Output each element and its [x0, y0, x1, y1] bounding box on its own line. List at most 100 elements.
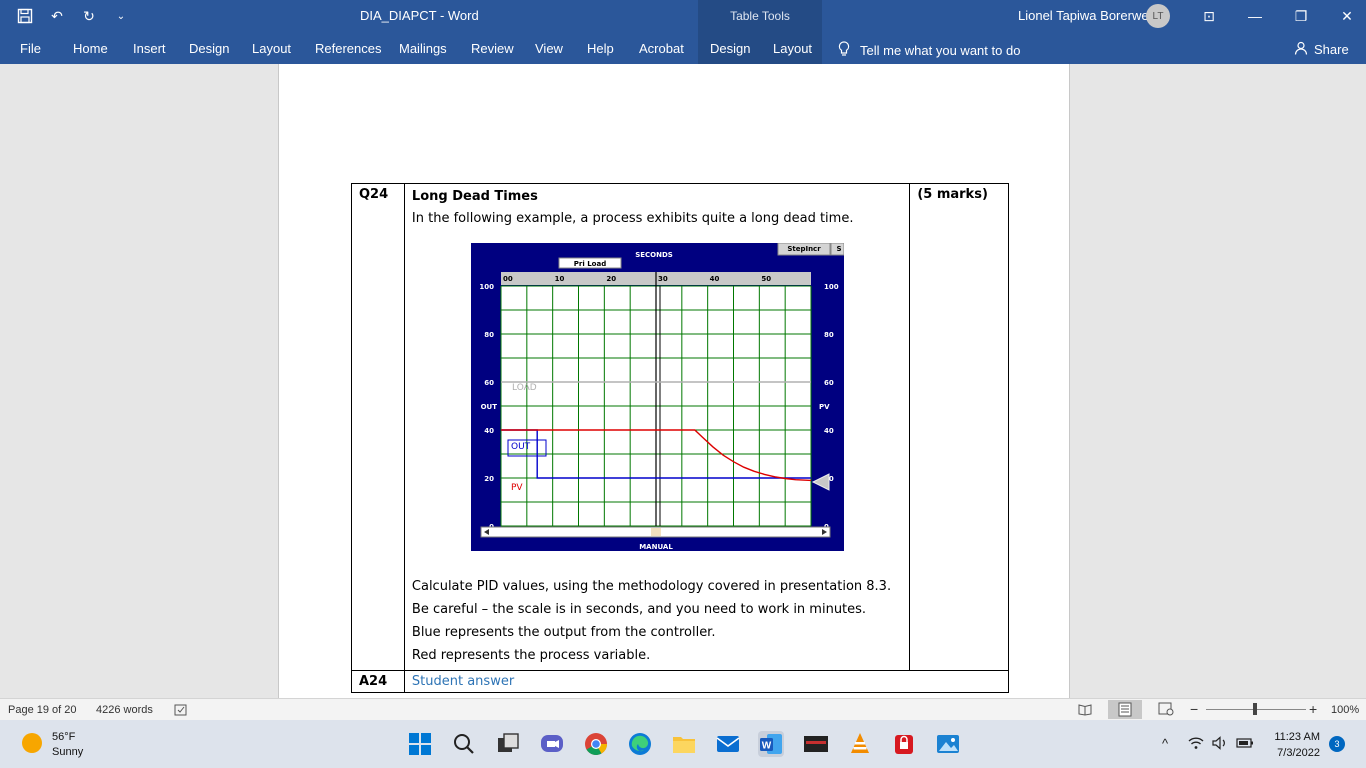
question-line-1: Calculate PID values, using the methodol… — [411, 579, 892, 594]
proofing-icon[interactable] — [174, 704, 188, 719]
task-view-icon[interactable] — [495, 731, 521, 757]
series-label-out: OUT — [511, 442, 531, 452]
step-incr-button — [777, 243, 831, 256]
zoom-out-icon[interactable]: − — [1190, 701, 1199, 717]
sun-icon[interactable] — [22, 733, 42, 753]
title-bar: ↶ ↻ ⌄ DIA_DIAPCT - Word Table Tools Lion… — [0, 0, 1366, 32]
question-marks: (5 marks) — [909, 183, 1009, 671]
minimize-icon[interactable]: — — [1248, 8, 1262, 24]
chrome-icon[interactable] — [583, 731, 609, 757]
redo-icon[interactable]: ↻ — [83, 7, 95, 24]
vlc-icon[interactable] — [847, 731, 873, 757]
tab-references[interactable]: References — [315, 41, 382, 56]
tab-mailings[interactable]: Mailings — [399, 41, 447, 56]
answer-number: A24 — [351, 670, 405, 693]
lightbulb-icon — [838, 41, 850, 60]
chevron-up-icon[interactable]: ^ — [1162, 736, 1169, 751]
time-scrollbar-thumb — [650, 528, 661, 536]
notification-badge[interactable]: 3 — [1329, 736, 1345, 752]
save-icon[interactable] — [14, 5, 36, 27]
read-mode-icon[interactable] — [1078, 702, 1092, 719]
step-incr-button-label: StepIncr — [787, 245, 821, 253]
print-layout-icon[interactable] — [1108, 700, 1142, 719]
word-icon[interactable]: W — [758, 731, 784, 757]
dead-time-chart: SECONDS Pri Load StepIncr S 00 10 20 30 40 50 100 8… — [470, 243, 844, 551]
y-tick-label-right: 100 — [824, 283, 839, 291]
question-number: Q24 — [351, 183, 405, 671]
chart-title: SECONDS — [635, 251, 673, 259]
tab-table-design[interactable]: Design — [710, 41, 751, 56]
tab-view[interactable]: View — [535, 41, 563, 56]
start-icon[interactable] — [407, 731, 433, 757]
weather-widget[interactable]: 56°F Sunny — [52, 730, 83, 760]
avatar[interactable]: LT — [1146, 4, 1170, 28]
y-tick-label-left: 60 — [484, 379, 494, 387]
media-app-icon[interactable] — [803, 731, 829, 757]
question-body[interactable]: Long Dead Times In the following example… — [403, 183, 911, 671]
zoom-in-icon[interactable]: + — [1309, 701, 1318, 717]
undo-icon[interactable]: ↶ — [51, 7, 63, 24]
question-table: Q24 Long Dead Times In the following exa… — [351, 183, 1010, 693]
question-line-2: Be careful – the scale is in seconds, an… — [411, 602, 867, 617]
partial-button-label: S — [836, 245, 841, 253]
restore-icon[interactable]: ❐ — [1294, 7, 1308, 24]
tab-layout[interactable]: Layout — [252, 41, 292, 56]
left-axis-label: OUT — [480, 403, 497, 411]
x-tick-label: 30 — [658, 275, 668, 283]
word-count[interactable]: 4226 words — [96, 704, 153, 716]
system-clock[interactable]: 11:23 AM 7/3/2022 — [1268, 729, 1320, 761]
search-icon[interactable] — [451, 731, 477, 757]
clock-time: 11:23 AM — [1274, 731, 1320, 743]
close-icon[interactable]: ✕ — [1341, 7, 1353, 24]
question-title: Long Dead Times — [411, 189, 538, 204]
page-count[interactable]: Page 19 of 20 — [8, 704, 77, 716]
user-name[interactable]: Lionel Tapiwa Borerwe — [1018, 8, 1149, 23]
zoom-level[interactable]: 100% — [1331, 704, 1360, 716]
ribbon-display-options-icon[interactable]: ⊡ — [1203, 7, 1215, 24]
contextual-tab-group — [698, 32, 822, 64]
tab-review[interactable]: Review — [471, 41, 514, 56]
tab-insert[interactable]: Insert — [133, 41, 166, 56]
y-tick-label-left: 40 — [484, 427, 494, 435]
tell-me-search[interactable]: Tell me what you want to do — [838, 41, 1020, 60]
tab-acrobat[interactable]: Acrobat — [639, 41, 684, 56]
share-label: Share — [1314, 42, 1349, 57]
answer-cell[interactable]: Student answer — [403, 670, 1010, 693]
student-answer-placeholder[interactable]: Student answer — [411, 674, 515, 689]
scroll-left-arrow — [483, 529, 489, 535]
photos-icon[interactable] — [935, 731, 961, 757]
tab-file[interactable]: File — [20, 41, 41, 56]
y-tick-label-left: 20 — [484, 475, 494, 483]
series-line-pv — [500, 429, 811, 482]
tab-home[interactable]: Home — [73, 41, 108, 56]
customize-toolbar-icon[interactable]: ⌄ — [116, 10, 126, 22]
table-tools-label: Table Tools — [698, 0, 822, 32]
web-layout-icon[interactable] — [1158, 702, 1174, 719]
security-app-icon[interactable] — [891, 731, 917, 757]
question-line-4: Red represents the process variable. — [411, 648, 651, 663]
mail-icon[interactable] — [715, 731, 741, 757]
file-explorer-icon[interactable] — [671, 731, 697, 757]
document-page[interactable]: Q24 Long Dead Times In the following exa… — [278, 64, 1070, 698]
y-tick-label-left: 100 — [479, 283, 494, 291]
battery-icon[interactable] — [1236, 736, 1254, 753]
scroll-right-arrow — [821, 529, 827, 535]
tab-help[interactable]: Help — [587, 41, 614, 56]
tab-table-layout[interactable]: Layout — [773, 41, 813, 56]
x-tick-label: 40 — [710, 275, 720, 283]
status-bar: Page 19 of 20 4226 words − + 100% — [0, 698, 1366, 720]
tab-design[interactable]: Design — [189, 41, 230, 56]
y-tick-label-right: 60 — [824, 379, 834, 387]
person-icon — [1294, 41, 1308, 58]
edge-icon[interactable] — [627, 731, 653, 757]
wifi-icon[interactable] — [1188, 736, 1204, 753]
ribbon-tabs: File Home Insert Design Layout Reference… — [0, 32, 1366, 64]
x-tick-label: 20 — [606, 275, 616, 283]
tell-me-label: Tell me what you want to do — [860, 43, 1021, 58]
question-intro: In the following example, a process exhi… — [411, 211, 854, 226]
share-button[interactable]: Share — [1294, 41, 1349, 58]
zoom-slider-thumb[interactable] — [1253, 703, 1257, 715]
window-controls: ⊡ — ❐ ✕ — [1186, 0, 1366, 32]
volume-icon[interactable] — [1212, 736, 1228, 753]
teams-chat-icon[interactable] — [539, 731, 565, 757]
